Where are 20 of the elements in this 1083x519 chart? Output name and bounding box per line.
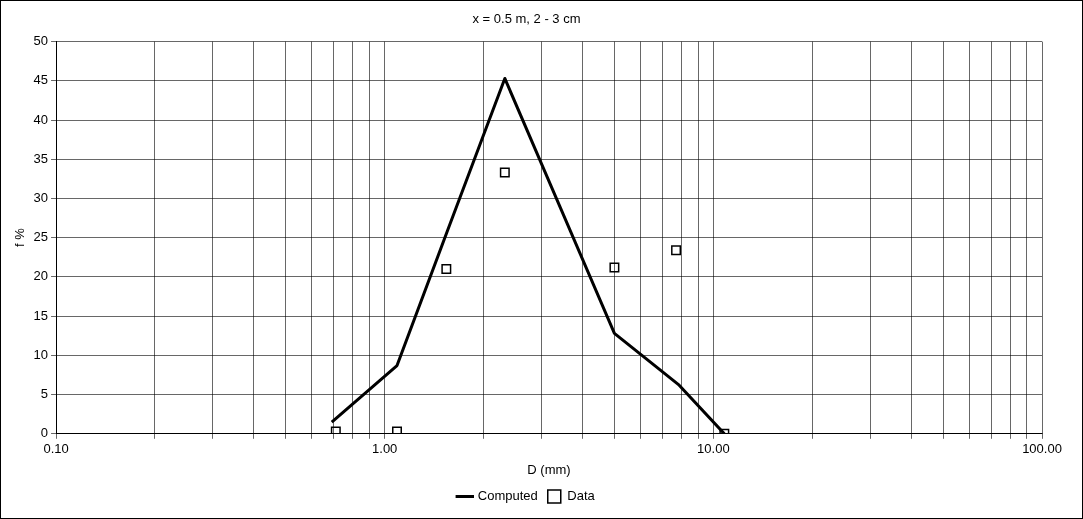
y-tick-label: 10 bbox=[33, 346, 49, 362]
y-tick-label: 20 bbox=[33, 268, 49, 284]
x-axis-title: D (mm) bbox=[527, 461, 571, 477]
y-axis-title: f % bbox=[12, 227, 28, 248]
y-tick-label: 25 bbox=[33, 229, 49, 245]
y-tick-label: 35 bbox=[33, 150, 49, 166]
legend-label: Computed bbox=[477, 488, 538, 504]
y-tick-label: 40 bbox=[33, 111, 49, 127]
chart-title: x = 0.5 m, 2 - 3 cm bbox=[472, 11, 581, 27]
y-tick-label: 30 bbox=[33, 190, 49, 206]
y-tick-label: 50 bbox=[33, 33, 49, 49]
x-tick-label: 1.00 bbox=[372, 441, 398, 457]
y-tick-label: 5 bbox=[40, 386, 49, 402]
y-tick-label: 15 bbox=[33, 307, 49, 323]
x-tick-label: 10.00 bbox=[697, 441, 730, 457]
x-tick-label: 100.00 bbox=[1022, 441, 1062, 457]
y-tick-label: 0 bbox=[40, 425, 49, 441]
x-tick-label: 0.10 bbox=[43, 441, 69, 457]
y-tick-label: 45 bbox=[33, 72, 49, 88]
legend-label: Data bbox=[567, 488, 596, 504]
